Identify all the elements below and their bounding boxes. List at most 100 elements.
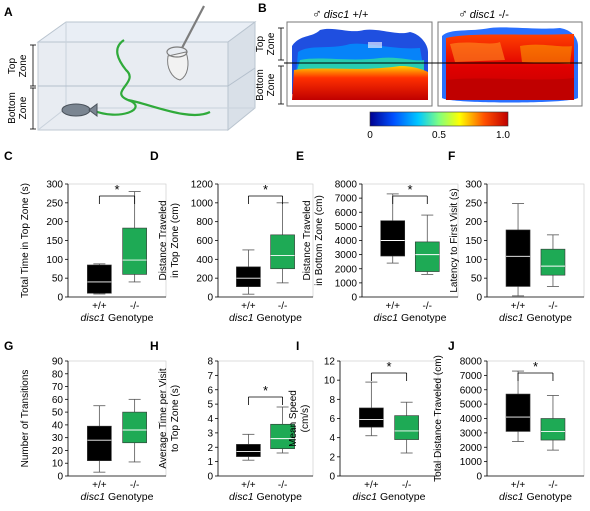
panel-f: F 0 50 100 150 200 250 300 Latency to First Visi… — [448, 149, 585, 324]
y-tick-label: 200 — [46, 217, 63, 228]
box-iqr — [87, 264, 112, 294]
y-tick-label: 10 — [324, 376, 336, 387]
y-tick-label: 6 — [329, 414, 335, 425]
y-tick-label: 0 — [351, 293, 357, 304]
y-tick-label: 400 — [196, 255, 213, 266]
y-tick-label: 3000 — [335, 250, 358, 261]
box-iqr — [122, 227, 147, 275]
y-tick-label: 0 — [57, 293, 63, 304]
y-axis-label-line: Distance Traveled — [302, 200, 313, 280]
y-tick-label: 6000 — [335, 208, 358, 219]
panel-letter: J — [448, 339, 455, 353]
y-tick-label: 10 — [52, 459, 64, 470]
y-tick-label: 250 — [465, 198, 482, 209]
y-tick-label: 5000 — [460, 400, 483, 411]
box-iqr — [236, 444, 261, 457]
y-tick-label: 2 — [329, 452, 335, 463]
top-zone-label-a-line: Top — [7, 58, 18, 75]
box-iqr — [122, 411, 147, 444]
significance-bracket: * — [247, 383, 284, 405]
x-category-label: +/+ — [511, 480, 526, 491]
y-tick-label: 90 — [52, 357, 64, 368]
colorbar-min-label: 0 — [367, 130, 373, 141]
box-iqr — [505, 393, 531, 432]
zone-bracket-top-b: TopZone — [255, 27, 284, 61]
box-mut — [270, 406, 295, 454]
panel-letter: G — [4, 339, 13, 353]
x-category-label: -/- — [278, 301, 287, 312]
x-axis-label: disc1 Genotype — [81, 491, 154, 503]
y-tick-label: 40 — [52, 420, 64, 431]
y-tick-label: 3000 — [460, 428, 483, 439]
heatmap-title-wt: ♂ disc1 +/+ — [312, 6, 368, 21]
x-category-label: +/+ — [511, 301, 526, 312]
bottom-zone-label-b-line: Bottom — [255, 69, 266, 101]
y-tick-label: 30 — [52, 433, 64, 444]
x-category-label: +/+ — [241, 301, 256, 312]
box-mut — [540, 234, 566, 287]
y-tick-label: 0 — [207, 472, 213, 483]
x-axis-label-gene: disc1 — [499, 491, 524, 503]
x-category-label: +/+ — [241, 480, 256, 491]
heatmap-title-mut: ♂ disc1 -/- — [458, 6, 509, 21]
panel-a-letter: A — [4, 5, 13, 19]
box-wt — [359, 381, 384, 437]
y-tick-label: 300 — [465, 180, 482, 191]
y-tick-label: 0 — [476, 293, 482, 304]
x-category-label: -/- — [423, 301, 432, 312]
y-axis-label-line: in Top Zone (cm) — [170, 203, 181, 278]
y-axis-label-line: Number of Transitions — [20, 370, 31, 468]
y-tick-label: 6000 — [460, 385, 483, 396]
x-axis-label: disc1 Genotype — [229, 491, 302, 503]
colorbar-mid-label: 0.5 — [432, 130, 446, 141]
significance-star: * — [114, 182, 119, 197]
x-axis-label-gene: disc1 — [81, 312, 106, 324]
panel-letter: E — [296, 149, 304, 163]
box-iqr — [505, 229, 531, 287]
x-axis-label: disc1 Genotype — [353, 491, 426, 503]
heatmap-title-mut-genotype: -/- — [495, 9, 509, 21]
y-tick-label: 60 — [52, 395, 64, 406]
x-axis-label-rest: Genotype — [254, 312, 303, 324]
plot-frame — [339, 360, 439, 477]
y-tick-label: 50 — [471, 274, 483, 285]
box-iqr — [87, 425, 112, 461]
zone-bracket-bottom-b: BottomZone — [255, 65, 284, 105]
y-tick-label: 100 — [46, 255, 63, 266]
top-zone-label-b-line: Top — [255, 36, 266, 53]
panel-h: H 0 1 2 3 4 5 6 7 8 Average Time per Visitto Top Z… — [150, 339, 314, 503]
x-category-label: -/- — [278, 480, 287, 491]
y-tick-label: 800 — [196, 217, 213, 228]
y-tick-label: 7000 — [460, 371, 483, 382]
plot-frame — [486, 360, 585, 477]
box-iqr — [270, 423, 295, 449]
significance-star: * — [263, 182, 268, 197]
y-axis-label-line: Mean Speed — [288, 390, 299, 447]
y-tick-label: 4 — [329, 433, 335, 444]
box-iqr — [270, 234, 295, 270]
y-tick-label: 4000 — [335, 236, 358, 247]
y-tick-label: 3 — [207, 428, 213, 439]
y-tick-label: 1000 — [335, 278, 358, 289]
y-tick-label: 0 — [207, 293, 213, 304]
x-category-label: +/+ — [92, 301, 107, 312]
panel-letter: I — [296, 339, 299, 353]
y-tick-label: 50 — [52, 408, 64, 419]
y-tick-label: 80 — [52, 369, 64, 380]
x-axis-label-gene: disc1 — [229, 491, 254, 503]
panel-letter: C — [4, 149, 13, 163]
y-tick-label: 50 — [52, 274, 64, 285]
y-axis-label-line: to Top Zone (s) — [170, 385, 181, 452]
box-iqr — [540, 248, 566, 276]
x-category-label: +/+ — [364, 480, 379, 491]
y-tick-label: 70 — [52, 382, 64, 393]
x-category-label: +/+ — [385, 301, 400, 312]
panel-letter: F — [448, 149, 455, 163]
x-axis-label-gene: disc1 — [374, 312, 399, 324]
y-axis-label: Total Time in Top Zone (s) — [20, 183, 31, 298]
fish-icon — [61, 103, 91, 117]
box-mut — [270, 202, 295, 284]
zone-bracket-top: TopZone — [7, 44, 36, 87]
